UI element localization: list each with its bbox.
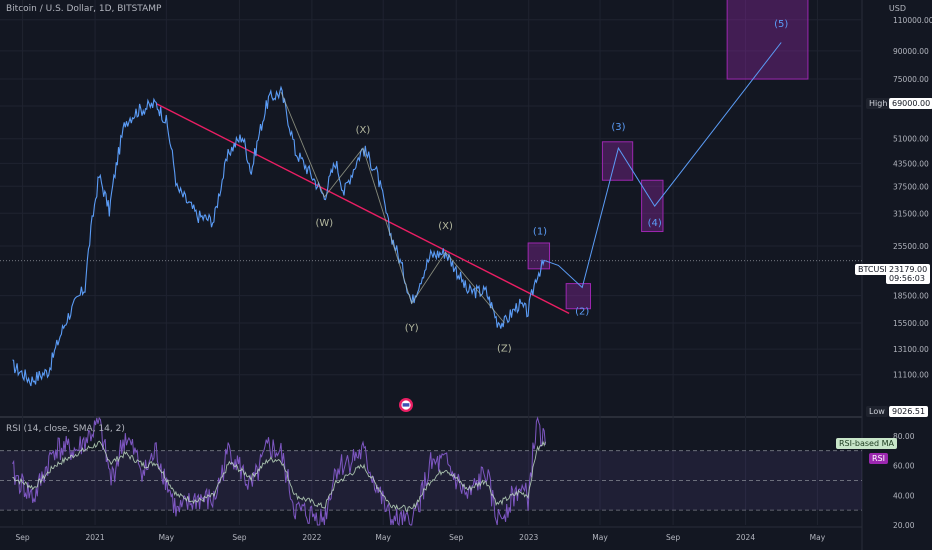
projection-box [726,0,809,80]
y-tick-label: 18500.00 [893,292,929,301]
y-tick-label: 13100.00 [893,345,929,354]
axes: Sep 2021 May Sep 2022 May Sep 2023 May Sep 2024 May… [16,16,932,542]
projection-box [601,141,634,181]
wave-label: (W) [316,218,334,229]
x-tick-label: Sep [449,533,463,542]
y-tick-label: 11100.00 [893,371,929,380]
wave-label: (X) [356,125,371,136]
wave-label: (4) [648,218,662,229]
wave-label: (Z) [497,343,512,354]
rsi-pane [0,416,862,527]
wave-abc-line [280,91,505,324]
high-value-tag: 69000.00 [889,98,932,109]
current-price-value: 23179.00 [889,265,928,274]
currency-label: USD [888,4,906,13]
x-tick-label: 2024 [736,533,755,542]
rsi-tick-label: 20.00 [893,521,915,530]
rsi-tick-label: 60.00 [893,462,915,471]
high-label: High [866,98,891,109]
projection-box [565,283,592,310]
btc-price-line [12,85,546,387]
wave-label: (5) [774,19,788,30]
x-tick-label: May [159,533,175,542]
price-series [12,85,546,387]
projection-box [527,242,551,270]
x-tick-label: May [375,533,391,542]
rsi-title: RSI (14, close, SMA, 14, 2) [6,424,125,434]
rsi-tag: RSI [869,453,888,464]
symbol-tag: BTCUSD [855,264,894,275]
x-tick-label: 2022 [302,533,321,542]
chart-grid [0,0,863,550]
x-tick-label: 2021 [86,533,105,542]
wave-label: (3) [611,122,625,133]
x-tick-label: 2023 [519,533,538,542]
y-tick-label: 15500.00 [893,319,929,328]
y-tick-label: 75000.00 [893,75,929,84]
y-tick-label: 37500.00 [893,182,929,191]
y-tick-label: 43500.00 [893,159,929,168]
y-tick-label: 51000.00 [893,135,929,144]
rsi-tick-label: 80.00 [893,432,915,441]
wave-projection [545,42,782,289]
y-tick-label: 110000.00 [893,16,932,25]
x-tick-label: Sep [666,533,680,542]
projection-boxes [527,0,809,310]
wave-projection-line [545,42,782,289]
chart-title: Bitcoin / U.S. Dollar, 1D, BITSTAMP [6,4,162,14]
x-tick-label: Sep [16,533,30,542]
x-tick-label: May [592,533,608,542]
event-flag-icon[interactable] [399,398,413,412]
wave-label: (Y) [405,323,419,334]
rsi-ma-tag: RSI-based MA [836,438,897,449]
wave-label: (1) [533,226,547,237]
bar-countdown: 09:56:03 [889,274,925,283]
rsi-tick-label: 40.00 [893,491,915,500]
wave-labels: (X) (W) (X) (Y) (Z) (1) (2) (3) (4) (5) [316,19,789,354]
wave-label: (X) [438,221,453,232]
current-price-tag: 23179.00 09:56:03 [886,264,931,284]
x-tick-label: May [810,533,826,542]
y-tick-label: 90000.00 [893,47,929,56]
trendline [155,102,570,314]
x-tick-label: Sep [232,533,246,542]
y-tick-label: 25500.00 [893,242,929,251]
y-tick-label: 31500.00 [893,209,929,218]
low-label: Low [866,406,888,417]
low-value-tag: 9026.51 [889,406,929,417]
rsi-ma-line [12,440,546,513]
rsi-line [12,416,546,527]
downtrend-line [155,102,570,314]
wave-label: (2) [575,306,589,317]
